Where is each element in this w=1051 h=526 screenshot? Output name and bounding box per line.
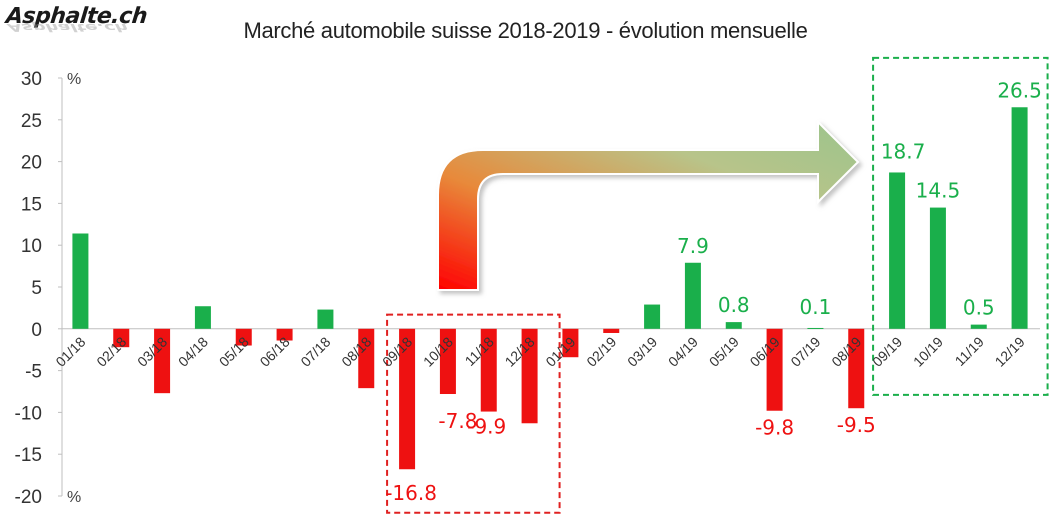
data-label: 0.5 <box>963 296 995 320</box>
data-label: -9.5 <box>837 413 876 437</box>
bars <box>72 107 1028 470</box>
bar-10-19 <box>929 207 946 329</box>
x-tick-label: 11/19 <box>952 333 988 369</box>
bar-10-18 <box>439 328 456 395</box>
y-tick-label: -10 <box>15 403 42 424</box>
data-label: 14.5 <box>916 179 961 203</box>
bar-07-19 <box>807 327 824 329</box>
x-tick-label: 05/19 <box>706 333 742 369</box>
x-tick-label: 12/19 <box>992 333 1028 369</box>
bar-11-18 <box>480 328 497 412</box>
x-tick-label: 10/19 <box>910 333 946 369</box>
growth-highlight-box <box>872 56 1049 396</box>
bar-05-19 <box>725 322 742 329</box>
x-tick-label: 09/19 <box>869 333 905 369</box>
y-tick-label: 20 <box>21 153 42 174</box>
bar-04-19 <box>684 262 701 329</box>
y-tick-label: -5 <box>25 362 42 383</box>
data-labels: -16.8 -7.8-9.9 7.9 0.8 -9.8 0.1 -9.5 18.7 14.5 0.… <box>385 78 1042 505</box>
bar-04-18 <box>194 306 211 329</box>
y-unit-label-bottom: % <box>67 489 81 506</box>
data-label: 0.8 <box>718 293 750 317</box>
data-label: 18.7 <box>881 139 926 163</box>
y-tick-label: -15 <box>15 445 42 466</box>
bar-05-18 <box>235 328 252 346</box>
bar-03-18 <box>154 328 171 394</box>
bar-09-19 <box>889 172 906 329</box>
y-tick-label: 25 <box>21 111 42 132</box>
x-tick-labels: 01/18 02/18 03/18 04/18 05/18 06/18 07/18 08/18… <box>52 333 1027 369</box>
data-label: -7.8 <box>438 409 477 433</box>
bar-12-18 <box>521 328 538 424</box>
y-tick-label: -20 <box>15 487 42 508</box>
bar-01-19 <box>562 328 579 358</box>
decline-highlight-box <box>386 313 561 514</box>
data-label: 7.9 <box>677 234 709 258</box>
data-label: 26.5 <box>997 78 1042 102</box>
bar-11-19 <box>970 324 987 329</box>
y-tick-label: 30 <box>21 69 42 90</box>
bar-01-18 <box>72 233 89 329</box>
x-tick-label: 02/19 <box>583 333 619 369</box>
data-label: -9.9 <box>467 415 506 439</box>
y-tick-label: 5 <box>31 278 42 299</box>
bar-02-18 <box>113 328 130 348</box>
bar-07-18 <box>317 309 334 329</box>
bar-06-19 <box>766 328 783 411</box>
bar-08-18 <box>358 328 375 389</box>
bar-12-19 <box>1011 107 1028 329</box>
bar-09-18 <box>399 328 416 470</box>
x-tick-label: 04/18 <box>175 333 211 369</box>
bar-08-19 <box>848 328 865 409</box>
data-label: -9.8 <box>755 416 794 440</box>
data-label: -16.8 <box>385 481 437 505</box>
x-tick-label: 07/19 <box>787 333 823 369</box>
x-tick-label: 07/18 <box>297 333 333 369</box>
x-tick-label: 01/18 <box>52 333 88 369</box>
bar-03-19 <box>644 304 661 329</box>
chart-title: Marché automobile suisse 2018-2019 - évo… <box>243 18 808 43</box>
y-tick-label: 10 <box>21 236 42 257</box>
y-tick-label: 0 <box>31 320 42 341</box>
bar-02-19 <box>603 328 620 333</box>
data-label: 0.1 <box>800 295 832 319</box>
trend-arrow <box>437 119 860 291</box>
y-tick-label: 15 <box>21 194 42 215</box>
y-unit-label-top: % <box>67 71 81 88</box>
axes: 30 25 20 15 10 5 0 -5 -10 -15 -20%% <box>15 69 1040 508</box>
x-tick-label: 03/19 <box>624 333 660 369</box>
x-tick-label: 04/19 <box>665 333 701 369</box>
highlight-boxes <box>386 56 1049 514</box>
bar-06-18 <box>276 328 293 341</box>
